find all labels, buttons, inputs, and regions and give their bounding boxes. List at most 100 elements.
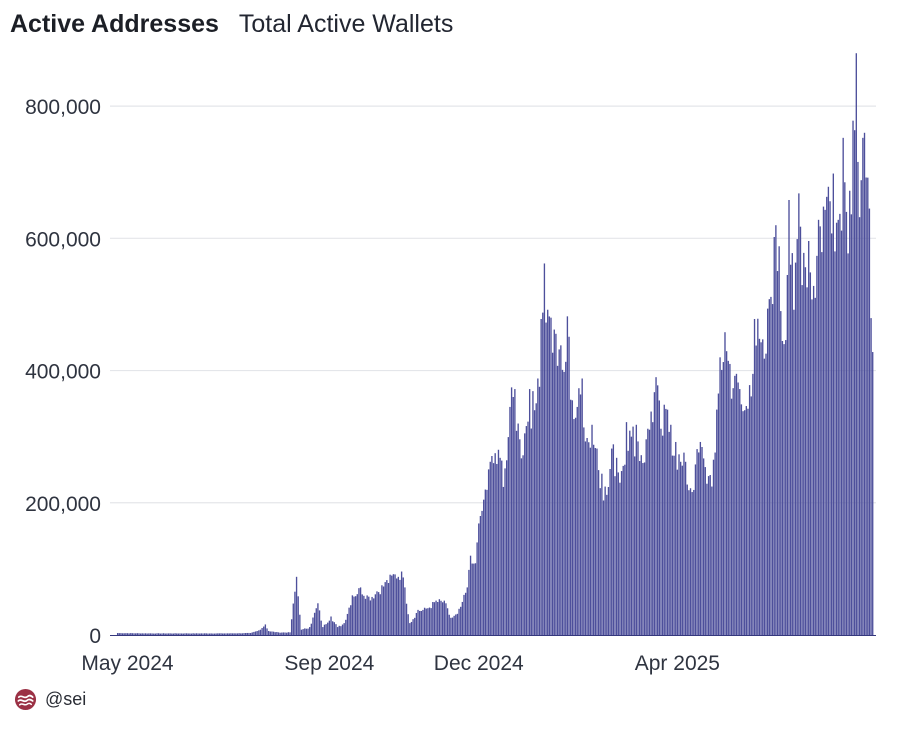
bar — [154, 633, 157, 635]
bar — [463, 594, 465, 635]
bar — [602, 500, 605, 635]
bar — [274, 632, 276, 635]
bar — [443, 600, 445, 635]
bar — [632, 426, 634, 635]
bar — [576, 406, 578, 635]
bar — [638, 461, 641, 635]
bar — [433, 602, 436, 635]
bar — [282, 632, 285, 635]
bar — [614, 476, 616, 635]
bar — [702, 458, 705, 635]
bar — [151, 633, 153, 635]
bar — [630, 436, 633, 635]
bar — [138, 633, 140, 635]
bar — [471, 563, 473, 635]
bar — [804, 267, 807, 635]
bar — [745, 406, 747, 635]
bar — [323, 624, 326, 635]
bar — [446, 608, 449, 635]
bar — [397, 576, 400, 635]
bar — [497, 449, 500, 635]
bar — [794, 262, 797, 635]
bar — [486, 489, 488, 635]
bar — [468, 569, 470, 635]
bar — [778, 246, 780, 635]
bar — [350, 605, 352, 635]
bar — [392, 574, 395, 635]
bar — [730, 398, 733, 635]
x-tick-label: May 2024 — [81, 652, 174, 675]
bar — [510, 387, 513, 635]
bar — [553, 329, 555, 635]
bar — [850, 214, 853, 635]
bar — [256, 631, 258, 635]
bar — [438, 599, 441, 635]
bar — [386, 580, 388, 635]
bar — [740, 404, 743, 635]
bar — [808, 240, 810, 636]
bar — [504, 468, 506, 635]
bar — [246, 632, 248, 635]
bar — [691, 492, 693, 635]
bar — [522, 455, 524, 635]
bar — [806, 287, 808, 635]
bar — [862, 137, 864, 635]
bar — [758, 338, 761, 635]
bar — [499, 457, 501, 635]
y-tick-label: 800,000 — [25, 96, 101, 119]
bar — [182, 633, 184, 635]
bar — [501, 460, 503, 635]
bar — [652, 422, 654, 635]
bar — [560, 345, 562, 635]
bar — [310, 623, 313, 635]
bar — [712, 459, 715, 635]
bar — [415, 612, 418, 635]
bar — [545, 322, 547, 635]
bar — [422, 609, 424, 635]
bar — [374, 594, 377, 635]
bar — [302, 629, 304, 635]
bar — [307, 628, 309, 635]
bar — [166, 633, 168, 635]
bar — [561, 369, 564, 635]
bar — [379, 594, 381, 635]
bar — [363, 595, 365, 635]
bar — [399, 579, 401, 635]
bar — [187, 633, 189, 635]
bar — [479, 516, 482, 635]
bar — [507, 437, 509, 635]
bar — [118, 633, 120, 635]
bar — [328, 620, 331, 635]
bar — [588, 442, 590, 635]
bar — [330, 616, 332, 635]
bar — [313, 612, 316, 635]
bar — [284, 632, 286, 635]
bar — [353, 596, 355, 635]
bar — [617, 472, 619, 635]
bar — [351, 595, 354, 635]
bar — [299, 614, 301, 635]
bar — [158, 633, 160, 635]
bar — [826, 196, 828, 635]
bar — [478, 523, 480, 635]
bar — [120, 633, 122, 635]
bar — [481, 510, 483, 635]
bar — [185, 633, 188, 635]
bar — [583, 427, 585, 635]
bar — [829, 201, 831, 635]
bar — [335, 624, 337, 635]
bar — [419, 610, 421, 635]
bar — [612, 444, 615, 635]
bar — [520, 458, 523, 635]
bar — [271, 631, 273, 635]
bar — [658, 400, 660, 635]
bar — [589, 447, 592, 635]
bar — [141, 633, 143, 635]
bar — [451, 617, 454, 635]
bar — [607, 487, 610, 635]
bar — [688, 490, 690, 635]
bar — [387, 583, 390, 635]
bar — [474, 563, 477, 635]
bar — [768, 299, 770, 635]
bar — [243, 633, 245, 635]
